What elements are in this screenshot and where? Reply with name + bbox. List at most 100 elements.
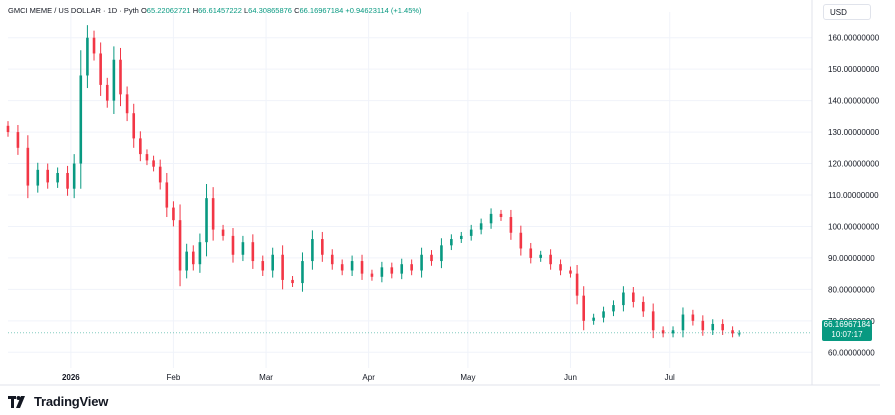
candle-body: [185, 251, 188, 271]
candle-body: [79, 75, 83, 164]
candle-body: [99, 53, 102, 85]
candle-body: [132, 113, 136, 139]
candle-body: [350, 261, 354, 271]
candle-body: [420, 254, 423, 271]
candle-body: [632, 292, 635, 302]
candle-body: [178, 220, 182, 271]
candle-body: [231, 235, 235, 255]
candle-body: [499, 213, 503, 218]
candle-body: [158, 166, 162, 183]
symbol-name: GMCI MEME / US DOLLAR · 1D · Pyth: [8, 6, 139, 15]
grid: [8, 12, 812, 368]
close-value: 66.16967184: [299, 6, 344, 15]
y-tick-label: 160.00000000: [828, 34, 880, 43]
x-tick-label: Mar: [259, 373, 273, 382]
high-label: H: [192, 6, 199, 15]
y-tick-label: 90.00000000: [828, 254, 875, 263]
x-tick-label: May: [460, 373, 475, 382]
candle-body: [430, 254, 433, 262]
candle-body: [450, 239, 453, 246]
candle-body: [321, 239, 324, 255]
candle-body: [291, 279, 294, 284]
candle-body: [340, 264, 344, 271]
candle-body: [737, 333, 741, 335]
open-value: 65.22062721: [146, 6, 191, 15]
candles: [6, 25, 812, 339]
candle-body: [271, 254, 274, 271]
candle-body: [539, 254, 542, 258]
candle-body: [301, 261, 304, 284]
close-label: C: [294, 6, 300, 15]
candle-body: [641, 301, 645, 312]
open-label: O: [140, 6, 147, 15]
candle-body: [16, 132, 20, 148]
candle-body: [105, 84, 109, 101]
candle-body: [152, 160, 155, 167]
candle-body: [205, 198, 208, 243]
y-tick-label: 80.00000000: [828, 285, 875, 294]
candle-body: [370, 273, 374, 277]
tradingview-logo-icon: [8, 395, 25, 408]
candle-body: [731, 330, 734, 334]
candle-body: [251, 242, 255, 262]
candle-body: [191, 251, 195, 265]
candle-body: [559, 264, 562, 271]
y-tick-label: 150.00000000: [828, 65, 880, 74]
candle-body: [330, 254, 334, 265]
candle-body: [26, 147, 30, 186]
candle-body: [165, 182, 169, 208]
x-tick-label: Jun: [564, 373, 577, 382]
chart-legend: GMCI MEME / US DOLLAR · 1D · Pyth O65.22…: [8, 6, 422, 15]
currency-selector[interactable]: USD: [823, 4, 871, 20]
candle-body: [241, 242, 245, 255]
candle-body: [459, 235, 463, 240]
candle-body: [592, 317, 595, 321]
candle-body: [469, 229, 473, 236]
x-tick-label: Apr: [362, 373, 375, 382]
x-tick-label: Feb: [167, 373, 181, 382]
candle-body: [125, 94, 129, 114]
bar-countdown: 10:07:17: [831, 330, 863, 339]
candle-body: [56, 172, 59, 183]
candle-body: [261, 261, 265, 271]
candle-body: [549, 254, 552, 265]
candle-body: [360, 261, 364, 274]
time-axis[interactable]: 2026 Feb Mar Apr May Jun Jul: [0, 373, 880, 386]
candle-body: [489, 213, 493, 224]
low-label: L: [244, 6, 249, 15]
candle-body: [211, 198, 215, 230]
candle-body: [575, 273, 579, 296]
candle-body: [380, 267, 384, 277]
candle-body: [36, 169, 40, 186]
candle-body: [519, 232, 523, 249]
candle-body: [66, 172, 69, 189]
candle-body: [311, 239, 314, 262]
candle-body: [72, 163, 76, 189]
candle-body: [479, 223, 483, 230]
candle-body: [6, 125, 10, 133]
candle-body: [86, 37, 89, 76]
y-tick-label: 140.00000000: [828, 97, 880, 106]
candle-body: [612, 305, 615, 312]
candle-body: [400, 264, 404, 274]
candle-body: [569, 270, 572, 274]
candle-body: [582, 295, 586, 321]
candle-body: [46, 169, 50, 183]
candle-body: [139, 138, 142, 155]
candle-body: [145, 154, 149, 161]
x-tick-label: 2026: [62, 373, 80, 382]
low-value: 64.30865876: [248, 6, 292, 15]
candle-body: [681, 314, 685, 331]
candle-body: [509, 217, 513, 233]
candle-body: [691, 314, 695, 321]
tradingview-logo[interactable]: TradingView: [8, 394, 108, 409]
candle-body: [221, 229, 225, 236]
candle-body: [119, 59, 122, 95]
candle-body: [701, 320, 705, 331]
candle-body: [622, 292, 625, 306]
candle-body: [198, 242, 202, 265]
candle-body: [440, 245, 443, 262]
candle-body: [711, 323, 715, 331]
candle-body: [281, 254, 284, 280]
